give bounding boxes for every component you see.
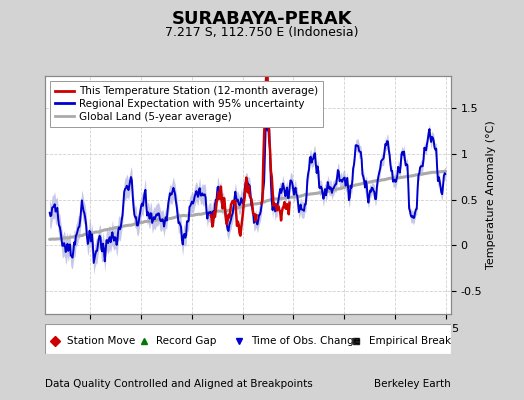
Text: Time of Obs. Change: Time of Obs. Change <box>251 336 360 346</box>
Text: Data Quality Controlled and Aligned at Breakpoints: Data Quality Controlled and Aligned at B… <box>45 379 312 389</box>
Text: Berkeley Earth: Berkeley Earth <box>374 379 451 389</box>
Legend: This Temperature Station (12-month average), Regional Expectation with 95% uncer: This Temperature Station (12-month avera… <box>50 81 323 127</box>
Text: SURABAYA-PERAK: SURABAYA-PERAK <box>172 10 352 28</box>
Text: 7.217 S, 112.750 E (Indonesia): 7.217 S, 112.750 E (Indonesia) <box>165 26 359 39</box>
Text: Empirical Break: Empirical Break <box>368 336 451 346</box>
Y-axis label: Temperature Anomaly (°C): Temperature Anomaly (°C) <box>486 121 496 269</box>
Text: Station Move: Station Move <box>67 336 135 346</box>
Text: Record Gap: Record Gap <box>156 336 216 346</box>
